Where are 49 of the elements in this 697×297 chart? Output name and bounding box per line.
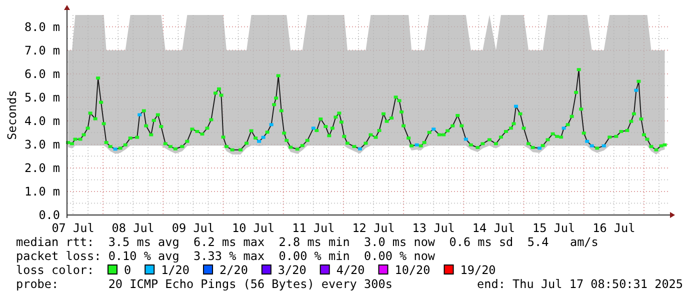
point — [414, 143, 419, 146]
text: packet loss: 0.10 % avg 3.33 % max 0.00 % min 0.00 % now — [16, 249, 436, 263]
point — [514, 104, 518, 108]
point — [538, 146, 542, 150]
point — [269, 123, 274, 126]
point — [562, 126, 566, 130]
y-tick-label: 8.0 m — [24, 20, 60, 34]
y-tick-label: 7.0 m — [24, 43, 60, 58]
legend-label: 19/20 — [460, 263, 496, 277]
point — [590, 144, 594, 148]
y-tick-label: 2.0 m — [24, 161, 60, 176]
x-tick-label: 13 Jul — [412, 221, 455, 236]
text: end: Thu Jul 17 08:50:31 2025 — [477, 277, 683, 291]
y-axis-title: Seconds — [5, 90, 20, 140]
y-tick-label: 6.0 m — [24, 66, 60, 81]
point — [585, 140, 590, 143]
point — [634, 88, 638, 92]
x-tick-label: 09 Jul — [172, 221, 215, 236]
y-tick-label: 1.0 m — [24, 184, 60, 199]
point — [358, 147, 362, 150]
legend-label: 2/20 — [220, 263, 248, 277]
y-tick-label: 0.0 — [38, 208, 60, 222]
text: probe: 20 ICMP Echo Pings (56 Bytes) every 300s — [16, 277, 392, 291]
point — [602, 144, 606, 148]
x-tick-label: 08 Jul — [112, 221, 154, 236]
text: loss color: — [16, 263, 94, 277]
x-tick-label: 14 Jul — [472, 221, 516, 236]
point — [257, 140, 262, 143]
x-tick-label: 10 Jul — [232, 221, 275, 236]
y-tick-label: 4.0 m — [24, 114, 60, 128]
x-tick-label: 15 Jul — [532, 221, 576, 236]
point — [464, 138, 468, 141]
y-tick-label: 5.0 m — [24, 90, 60, 104]
legend-label: 4/20 — [336, 263, 365, 277]
x-tick-label: 11 Jul — [292, 221, 335, 236]
text: median rtt: 3.5 ms avg 6.2 ms max 2.8 ms min 3.0 ms now 0.6 ms sd 5.4 am/s — [16, 235, 598, 249]
y-tick-label: 3.0 m — [24, 138, 60, 152]
point — [113, 148, 118, 151]
point — [432, 128, 436, 131]
legend-label: 10/20 — [394, 263, 430, 277]
legend-label: 3/20 — [278, 263, 306, 277]
legend-label: 0 — [124, 263, 132, 277]
point — [261, 136, 266, 139]
legend-label: 1/20 — [161, 263, 190, 277]
x-tick-label: 16 Jul — [592, 221, 636, 236]
x-tick-label: 07 Jul — [52, 221, 94, 236]
x-tick-label: 12 Jul — [352, 221, 395, 236]
point — [138, 113, 142, 116]
point — [311, 126, 316, 130]
